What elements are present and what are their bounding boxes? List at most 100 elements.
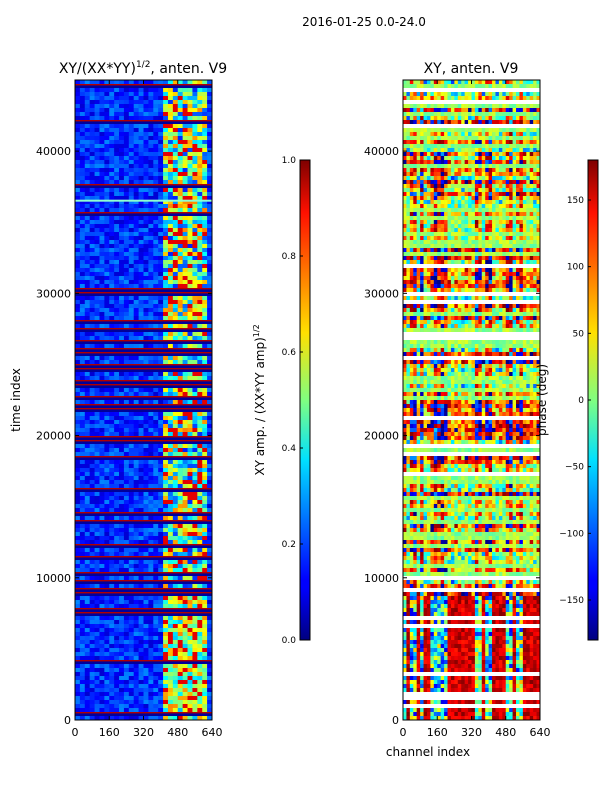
amplitude-heatmap-cell	[104, 208, 110, 213]
phase-heatmap-cell	[454, 80, 459, 85]
amplitude-heatmap-cell	[187, 316, 193, 321]
phase-heatmap-cell	[413, 120, 417, 125]
amplitude-heatmap-cell	[128, 464, 135, 469]
phase-heatmap-cell	[495, 212, 500, 217]
amplitude-heatmap-cell	[94, 620, 100, 625]
amplitude-heatmap-cell	[94, 116, 100, 121]
amplitude-heatmap-cell	[143, 376, 149, 381]
phase-heatmap-cell	[430, 132, 435, 137]
phase-heatmap-cell	[454, 208, 459, 213]
phase-heatmap-cell	[474, 188, 479, 193]
amplitude-heatmap-cell	[187, 220, 193, 225]
phase-heatmap-cell	[450, 112, 455, 117]
phase-heatmap-cell	[433, 120, 438, 125]
amplitude-heatmap-cell	[163, 644, 169, 649]
phase-heatmap-cell	[454, 176, 459, 181]
amplitude-heatmap-cell	[94, 484, 100, 489]
phase-heatmap-cell	[461, 120, 465, 125]
amplitude-heatmap-cell	[84, 476, 90, 481]
amplitude-heatmap-cell	[207, 272, 212, 277]
amplitude-heatmap-cell	[128, 296, 135, 301]
phase-heatmap-cell	[471, 184, 476, 189]
amplitude-heatmap-cell	[89, 496, 95, 501]
phase-heatmap-cell	[495, 80, 500, 85]
amplitude-heatmap-cell	[133, 80, 139, 85]
amplitude-heatmap-cell	[158, 104, 164, 109]
amplitude-heatmap-cell	[143, 280, 149, 285]
amplitude-heatmap-cell	[123, 300, 130, 305]
phase-heatmap-cell	[430, 188, 435, 193]
phase-heatmap-cell	[495, 192, 500, 197]
amplitude-heatmap-cell	[109, 548, 115, 553]
amplitude-heatmap-cell	[172, 256, 179, 261]
amplitude-heatmap-cell	[182, 444, 188, 449]
amplitude-heatmap-cell	[89, 596, 95, 601]
amplitude-heatmap-cell	[172, 412, 179, 417]
phase-heatmap-cell	[498, 216, 503, 221]
amplitude-heatmap-cell	[182, 360, 188, 365]
amplitude-heatmap-cell	[94, 220, 100, 225]
amplitude-heatmap-cell	[94, 532, 100, 537]
amplitude-heatmap-cell	[158, 624, 164, 629]
amplitude-heatmap-cell	[133, 504, 139, 509]
phase-heatmap-cell	[409, 156, 414, 161]
amplitude-heatmap-cell	[84, 188, 90, 193]
phase-heatmap-cell	[430, 120, 435, 125]
amplitude-heatmap-cell	[153, 208, 159, 213]
amplitude-heatmap-cell	[123, 616, 130, 621]
amplitude-heatmap-cell	[197, 324, 203, 329]
amplitude-heatmap-cell	[104, 540, 110, 545]
amplitude-heatmap-cell	[119, 656, 125, 661]
amplitude-heatmap-cell	[104, 260, 110, 265]
phase-heatmap-cell	[522, 164, 527, 169]
phase-heatmap-cell	[509, 120, 513, 125]
amplitude-heatmap-cell	[99, 180, 105, 185]
phase-heatmap-cell	[505, 184, 510, 189]
amplitude-heatmap-cell	[202, 196, 208, 201]
amplitude-heatmap-cell	[109, 656, 115, 661]
amplitude-heatmap-cell	[177, 160, 183, 165]
phase-heatmap-cell	[478, 204, 483, 209]
phase-heatmap-cell	[529, 220, 534, 225]
amplitude-heatmap-cell	[143, 716, 149, 720]
phase-heatmap-cell	[426, 84, 431, 89]
phase-heatmap-cell	[478, 92, 483, 97]
amplitude-heatmap-cell	[94, 164, 100, 169]
phase-heatmap-cell	[522, 216, 527, 221]
amplitude-heatmap-cell	[104, 280, 110, 285]
amplitude-heatmap-cell	[109, 188, 115, 193]
amplitude-heatmap-cell	[138, 692, 144, 697]
amplitude-heatmap-cell	[148, 356, 154, 361]
phase-heatmap-cell	[420, 184, 424, 189]
amplitude-heatmap-cell	[94, 616, 100, 621]
phase-heatmap-cell	[478, 200, 483, 205]
amplitude-heatmap-cell	[197, 492, 203, 497]
amplitude-heatmap-cell	[143, 140, 149, 145]
amplitude-heatmap-cell	[89, 700, 95, 705]
phase-heatmap-cell	[468, 192, 472, 197]
phase-heatmap-cell	[512, 136, 517, 141]
amplitude-heatmap-cell	[163, 112, 169, 117]
amplitude-heatmap-cell	[153, 516, 159, 521]
phase-heatmap-cell	[488, 116, 493, 121]
amplitude-heatmap-cell	[114, 700, 120, 705]
amplitude-heatmap-cell	[197, 428, 203, 433]
phase-heatmap-cell	[450, 188, 455, 193]
amplitude-heatmap-cell	[207, 412, 212, 417]
amplitude-heatmap-cell	[75, 464, 81, 469]
amplitude-heatmap-cell	[104, 628, 110, 633]
amplitude-heatmap-cell	[79, 532, 86, 537]
amplitude-heatmap-cell	[84, 704, 90, 709]
amplitude-heatmap-cell	[143, 304, 149, 309]
amplitude-heatmap-cell	[128, 332, 135, 337]
amplitude-heatmap-cell	[99, 416, 105, 421]
phase-heatmap-cell	[426, 188, 431, 193]
amplitude-heatmap-cell	[148, 312, 154, 317]
amplitude-heatmap-cell	[197, 684, 203, 689]
amplitude-heatmap-cell	[109, 616, 115, 621]
amplitude-heatmap-cell	[119, 92, 125, 97]
amplitude-heatmap-cell	[79, 88, 86, 93]
amplitude-heatmap-cell	[187, 96, 193, 101]
amplitude-heatmap-cell	[75, 540, 81, 545]
phase-heatmap-cell	[430, 140, 435, 145]
